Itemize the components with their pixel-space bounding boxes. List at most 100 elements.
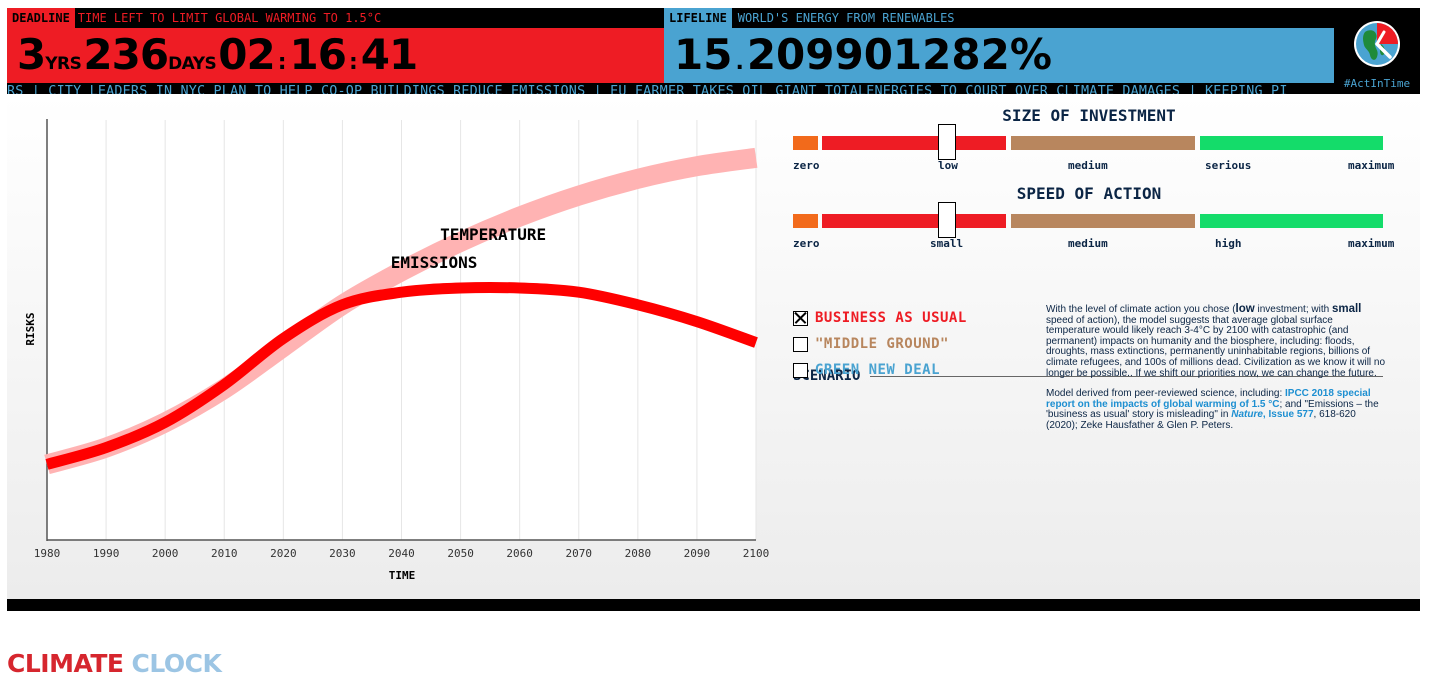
seconds-value: 41 — [360, 30, 418, 79]
slider-segment-medium[interactable] — [1011, 214, 1195, 228]
climate-clock-bar: DEADLINE TIME LEFT TO LIMIT GLOBAL WARMIN… — [7, 8, 1420, 99]
deadline-panel: DEADLINE TIME LEFT TO LIMIT GLOBAL WARMIN… — [7, 8, 664, 83]
investment-label-serious: serious — [1205, 159, 1252, 172]
x-axis-title: TIME — [389, 569, 416, 582]
investment-label-medium: medium — [1068, 159, 1108, 172]
climate-clock-logo[interactable]: CLIMATE CLOCK — [7, 648, 222, 678]
speed-labels: zero small medium high maximum — [793, 237, 1403, 251]
speed-label-medium: medium — [1068, 237, 1108, 250]
y-axis-title: RISKS — [24, 312, 37, 345]
days-value: 236 — [83, 30, 169, 79]
slider-segment-high[interactable] — [1200, 214, 1383, 228]
description-paragraph: With the level of climate action you cho… — [1046, 303, 1386, 379]
sources-text: , 618-620 (2020); Zeke Hausfather & Glen… — [1046, 409, 1356, 431]
speed-level-text: small — [1331, 303, 1362, 315]
speed-slider[interactable] — [793, 202, 1383, 238]
deadline-countdown: 3 YRS 236 DAYS 02 : 16 : 41 — [17, 30, 418, 80]
investment-slider[interactable] — [793, 124, 1383, 160]
slider-segment-medium[interactable] — [1011, 136, 1195, 150]
scenario-header: SCENARIO — [793, 368, 1383, 384]
simulator-panel: 1980 1990 2000 2010 2020 2030 2040 2050 2060 2070… — [7, 94, 1420, 599]
investment-label-maximum: maximum — [1348, 159, 1395, 172]
nature-link-title[interactable]: Nature — [1231, 409, 1263, 421]
lifeline-tag: LIFELINE — [664, 8, 732, 28]
sources-text: Model derived from peer-reviewed science… — [1046, 388, 1286, 400]
investment-labels: zero low medium serious maximum — [793, 159, 1403, 173]
slider-segment-zero[interactable] — [793, 136, 818, 150]
renewables-value: 15 . 209901282% — [674, 30, 1052, 80]
emissions-series-label: EMISSIONS — [391, 253, 478, 272]
speed-label-small: small — [930, 237, 964, 250]
deadline-subtitle: TIME LEFT TO LIMIT GLOBAL WARMING TO 1.5… — [77, 11, 382, 25]
slider-segment-zero[interactable] — [793, 214, 818, 228]
risks-chart: 1980 1990 2000 2010 2020 2030 2040 2050 2060 2070… — [24, 119, 770, 582]
scenario-checkbox[interactable] — [793, 336, 808, 352]
investment-slider-thumb[interactable] — [937, 124, 956, 160]
description-text: investment; with — [1254, 304, 1332, 315]
scenario-checkbox[interactable] — [793, 362, 808, 378]
minutes-value: 16 — [289, 30, 347, 79]
deadline-header: DEADLINE TIME LEFT TO LIMIT GLOBAL WARMIN… — [7, 8, 664, 28]
series-labels: TEMPERATURE EMISSIONS — [391, 225, 546, 272]
scenario-option-business-as-usual[interactable]: BUSINESS AS USUAL — [793, 310, 967, 326]
slider-segment-low[interactable] — [822, 136, 1006, 150]
x-tick-labels: 1980 1990 2000 2010 2020 2030 2040 2050 2060 2070… — [34, 547, 770, 560]
slider-segment-serious[interactable] — [1200, 136, 1383, 150]
globe-link[interactable]: #ActInTime — [1334, 8, 1420, 94]
scenario-title: SCENARIO — [793, 368, 861, 384]
lifeline-panel: LIFELINE WORLD'S ENERGY FROM RENEWABLES 1… — [664, 8, 1334, 83]
speed-slider-thumb[interactable] — [937, 202, 956, 238]
nature-link-issue[interactable]: , Issue 577 — [1262, 409, 1314, 421]
x-tick-label: 2010 — [211, 547, 238, 560]
investment-level-text: low — [1235, 303, 1255, 315]
x-tick-label: 1990 — [93, 547, 120, 560]
speed-label-zero: zero — [793, 237, 820, 250]
chart-grid — [46, 120, 757, 540]
scenario-option-green-new-deal[interactable]: GREEN NEW DEAL — [793, 362, 940, 378]
renewables-fraction: 209901282% — [746, 30, 1052, 79]
years-value: 3 — [17, 30, 46, 79]
scenario-checkbox[interactable] — [793, 310, 808, 326]
deadline-tag: DEADLINE — [7, 8, 75, 28]
scenario-option-middle-ground[interactable]: "MIDDLE GROUND" — [793, 336, 949, 352]
scenario-option-label[interactable]: BUSINESS AS USUAL — [815, 310, 967, 326]
investment-label-zero: zero — [793, 159, 820, 172]
hours-value: 02 — [218, 30, 275, 79]
years-unit: YRS — [45, 54, 82, 74]
time-separator: : — [348, 50, 358, 75]
x-tick-label: 2020 — [270, 547, 297, 560]
logo-word-clock: CLOCK — [131, 648, 222, 678]
x-tick-label: 2070 — [566, 547, 593, 560]
lifeline-header: LIFELINE WORLD'S ENERGY FROM RENEWABLES — [664, 8, 1334, 28]
renewables-integer: 15 — [674, 30, 733, 79]
scenario-description: With the level of climate action you cho… — [1046, 303, 1386, 442]
x-tick-label: 2040 — [388, 547, 415, 560]
scenario-option-label[interactable]: "MIDDLE GROUND" — [815, 336, 949, 352]
scenario-divider — [870, 375, 1383, 377]
speed-label-maximum: maximum — [1348, 237, 1395, 250]
ipcc-report-link[interactable]: IPCC 2018 special report on the impacts … — [1046, 388, 1371, 410]
x-tick-label: 2050 — [447, 547, 474, 560]
scenario-option-label[interactable]: GREEN NEW DEAL — [815, 362, 941, 378]
globe-clock-icon — [1354, 21, 1400, 67]
x-tick-label: 2000 — [152, 547, 179, 560]
x-tick-label: 2080 — [625, 547, 652, 560]
lifeline-subtitle: WORLD'S ENERGY FROM RENEWABLES — [737, 11, 955, 25]
nature-link[interactable]: Nature, Issue 577 — [1231, 409, 1314, 421]
description-text: With the level of climate action you cho… — [1046, 304, 1236, 315]
sources-text: ; and "Emissions – the 'business as usua… — [1046, 398, 1379, 421]
slider-segment-small[interactable] — [822, 214, 1006, 228]
panel-bottom-border — [7, 599, 1420, 611]
speed-title: SPEED OF ACTION — [1016, 184, 1162, 203]
emissions-series-line — [45, 281, 758, 470]
renewables-decimal-sep: . — [735, 50, 744, 75]
description-text: speed of action), the model suggests tha… — [1046, 314, 1386, 379]
investment-label-low: low — [938, 159, 958, 172]
x-tick-label: 2100 — [743, 547, 770, 560]
x-tick-label: 2090 — [684, 547, 711, 560]
sources-paragraph: Model derived from peer-reviewed science… — [1046, 388, 1386, 431]
temperature-series-label: TEMPERATURE — [440, 225, 546, 244]
x-tick-label: 2060 — [506, 547, 533, 560]
x-tick-label: 1980 — [34, 547, 61, 560]
days-unit: DAYS — [168, 54, 217, 74]
